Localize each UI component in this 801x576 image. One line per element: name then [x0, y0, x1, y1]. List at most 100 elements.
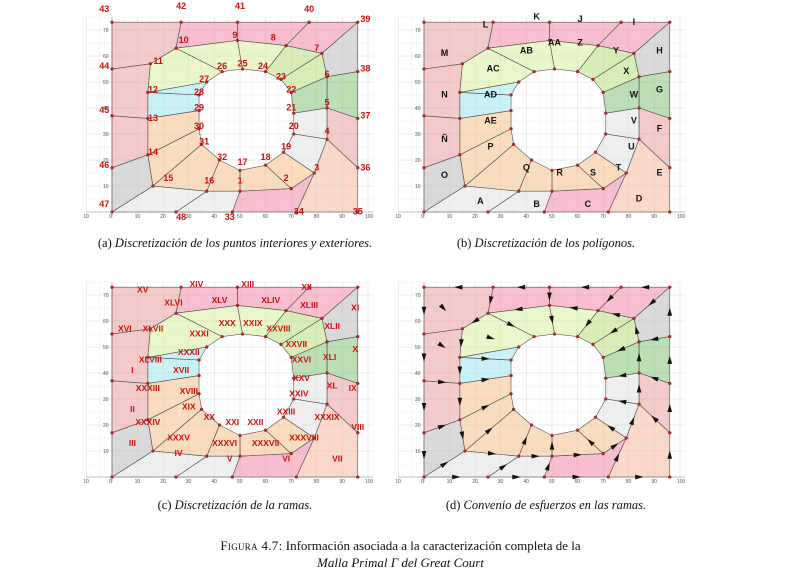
branch-label: XXVI: [292, 355, 311, 365]
mesh-node: [146, 90, 150, 95]
mesh-node: [205, 80, 209, 84]
mesh-node: [486, 210, 490, 214]
branch-label: XLI: [323, 352, 336, 362]
polygon-label: AE: [484, 116, 497, 126]
branch-arrow: [572, 474, 581, 480]
mesh-node: [601, 90, 605, 95]
mesh-node: [637, 75, 641, 79]
x-tick-label: 10: [395, 214, 401, 220]
y-tick-label: 60: [415, 319, 421, 325]
caption-d-text: Convenio de esfuerzos en las ramas.: [463, 498, 647, 512]
polygon-label: AB: [520, 45, 533, 55]
x-tick-label: 20: [472, 479, 478, 485]
point-label: 43: [99, 4, 109, 14]
branch-arrow: [457, 366, 463, 375]
mesh-node: [542, 475, 546, 479]
mesh-node: [604, 397, 608, 401]
mesh-node: [356, 116, 360, 121]
mesh-node: [547, 285, 552, 289]
figure-caption-prefix: Figura 4.7:: [220, 538, 283, 553]
mesh-node: [593, 150, 598, 154]
point-label: 26: [217, 61, 227, 71]
mesh-node: [542, 210, 546, 214]
polygon-label: E: [657, 168, 663, 178]
x-tick-label: 0: [109, 479, 112, 485]
branch-label: XL: [327, 381, 338, 391]
mesh-node: [601, 186, 605, 191]
polygon-label: S: [590, 168, 596, 178]
mesh-node: [217, 158, 222, 162]
branch-label: XXIV: [289, 388, 309, 398]
branch-label: XVIII: [180, 386, 198, 396]
branch-arrow: [452, 474, 461, 480]
point-label: 3: [314, 162, 319, 172]
branch-arrow: [421, 353, 427, 362]
branch-label: VIII: [351, 422, 364, 432]
mesh-node: [110, 379, 114, 383]
polygon-label: AC: [487, 64, 500, 74]
branch-label: XXXV: [167, 433, 190, 443]
mesh-node: [235, 38, 240, 43]
branch-label: XXIII: [277, 407, 295, 417]
mesh-node: [289, 186, 293, 191]
point-label: 2: [284, 173, 289, 183]
mesh-node: [532, 69, 536, 74]
mesh-node: [292, 376, 296, 380]
x-tick-label: 50: [549, 214, 555, 220]
mesh-node: [491, 285, 495, 289]
branch-arrow: [484, 427, 493, 435]
mesh-node: [668, 69, 672, 74]
point-label: 18: [261, 152, 271, 162]
branch-arrow: [439, 461, 449, 469]
mesh-node: [422, 431, 426, 435]
mesh-node: [197, 108, 201, 113]
point-label: 12: [148, 84, 158, 94]
mesh-node: [458, 153, 462, 157]
point-label: 19: [281, 142, 291, 152]
x-tick-label: 100: [677, 214, 686, 220]
mesh-node: [284, 308, 288, 313]
mesh-node: [422, 67, 426, 71]
mesh-node: [637, 106, 641, 110]
mesh-node: [148, 62, 153, 66]
figure-caption-line2: Malla Primal Γ del Great Court: [317, 555, 484, 570]
mesh-node: [146, 153, 150, 157]
mesh-node: [146, 355, 150, 360]
mesh-node: [197, 373, 201, 378]
x-tick-label: 70: [288, 214, 294, 220]
mesh-node: [604, 111, 608, 115]
figure-caption-text1: Información asociada a la caracterizació…: [285, 538, 581, 553]
branch-arrow: [650, 376, 659, 382]
y-tick-label: 70: [103, 293, 109, 299]
mesh-node: [509, 373, 513, 378]
branch-arrow: [585, 319, 593, 328]
branch-arrow: [544, 462, 550, 472]
polygon-label: P: [488, 142, 494, 152]
x-tick-label: 10: [447, 214, 453, 220]
mesh-node: [281, 150, 286, 154]
mesh-node: [422, 114, 426, 118]
point-label: 16: [204, 175, 214, 185]
caption-a: (a) Discretización de los puntos interio…: [55, 236, 415, 251]
polygon-label: I: [633, 17, 636, 27]
y-tick-label: 60: [103, 319, 109, 325]
branch-arrow: [531, 453, 540, 459]
x-tick-label: 10: [135, 479, 141, 485]
mesh-node: [279, 342, 283, 347]
mesh-node: [240, 332, 245, 336]
caption-d-letter: (d): [445, 498, 461, 512]
mesh-node: [235, 303, 240, 308]
mesh-node: [174, 210, 178, 214]
branch-label: XXXVII: [252, 438, 279, 448]
branch-arrow: [457, 397, 463, 407]
mesh-node: [458, 90, 462, 95]
y-tick-label: 10: [415, 184, 421, 190]
branch-arrow: [580, 284, 590, 290]
y-tick-label: 70: [415, 28, 421, 34]
branch-arrow: [514, 306, 523, 312]
mesh-polygon: [423, 328, 463, 384]
mesh-node: [509, 93, 513, 97]
mesh-node: [460, 327, 465, 331]
mesh-node: [624, 171, 628, 175]
mesh-node: [552, 67, 557, 71]
